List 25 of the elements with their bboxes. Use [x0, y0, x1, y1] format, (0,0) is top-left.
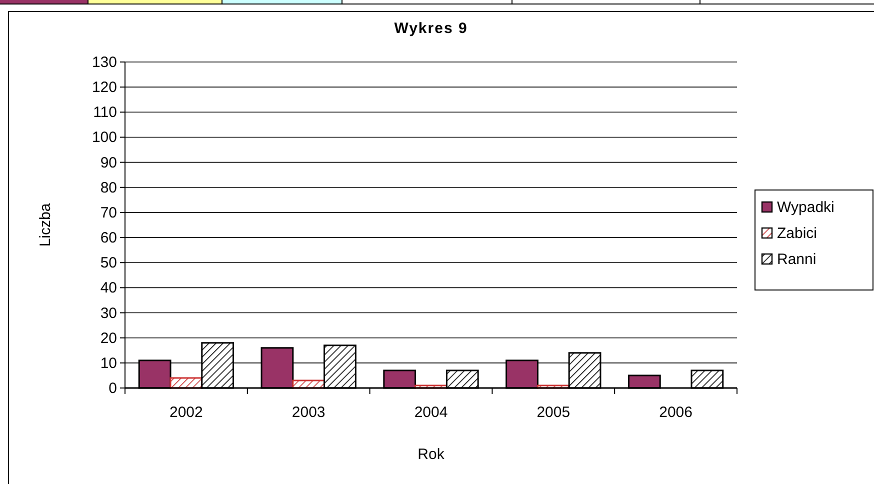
y-tick-label: 10 [100, 354, 117, 372]
y-tick-label: 70 [100, 204, 117, 222]
y-tick-label: 120 [92, 79, 117, 96]
y-tick-label: 60 [100, 230, 117, 247]
x-tick-label: 2006 [659, 404, 692, 421]
y-tick-label: 100 [92, 129, 117, 146]
y-tick-label: 130 [92, 54, 117, 71]
y-tick-label: 40 [100, 280, 117, 297]
y-axis-title: Liczba [37, 202, 54, 247]
legend-label: Ranni [777, 251, 816, 268]
x-tick-label: 2004 [414, 404, 448, 421]
y-tick-label: 80 [100, 179, 117, 196]
y-tick-label: 50 [100, 254, 117, 272]
x-tick-label: 2005 [536, 404, 570, 421]
y-tick-label: 90 [100, 154, 117, 172]
y-tick-label: 0 [108, 380, 117, 397]
y-tick-label: 20 [100, 330, 117, 347]
x-axis-title: Rok [418, 446, 445, 463]
chart-title: Wykres 9 [394, 20, 468, 37]
y-tick-label: 110 [93, 104, 117, 122]
x-tick-label: 2002 [170, 404, 203, 421]
y-tick-label: 30 [100, 304, 117, 322]
x-tick-label: 2003 [292, 404, 326, 421]
legend-label: Zabici [777, 225, 818, 242]
legend-label: Wypadki [777, 199, 834, 216]
